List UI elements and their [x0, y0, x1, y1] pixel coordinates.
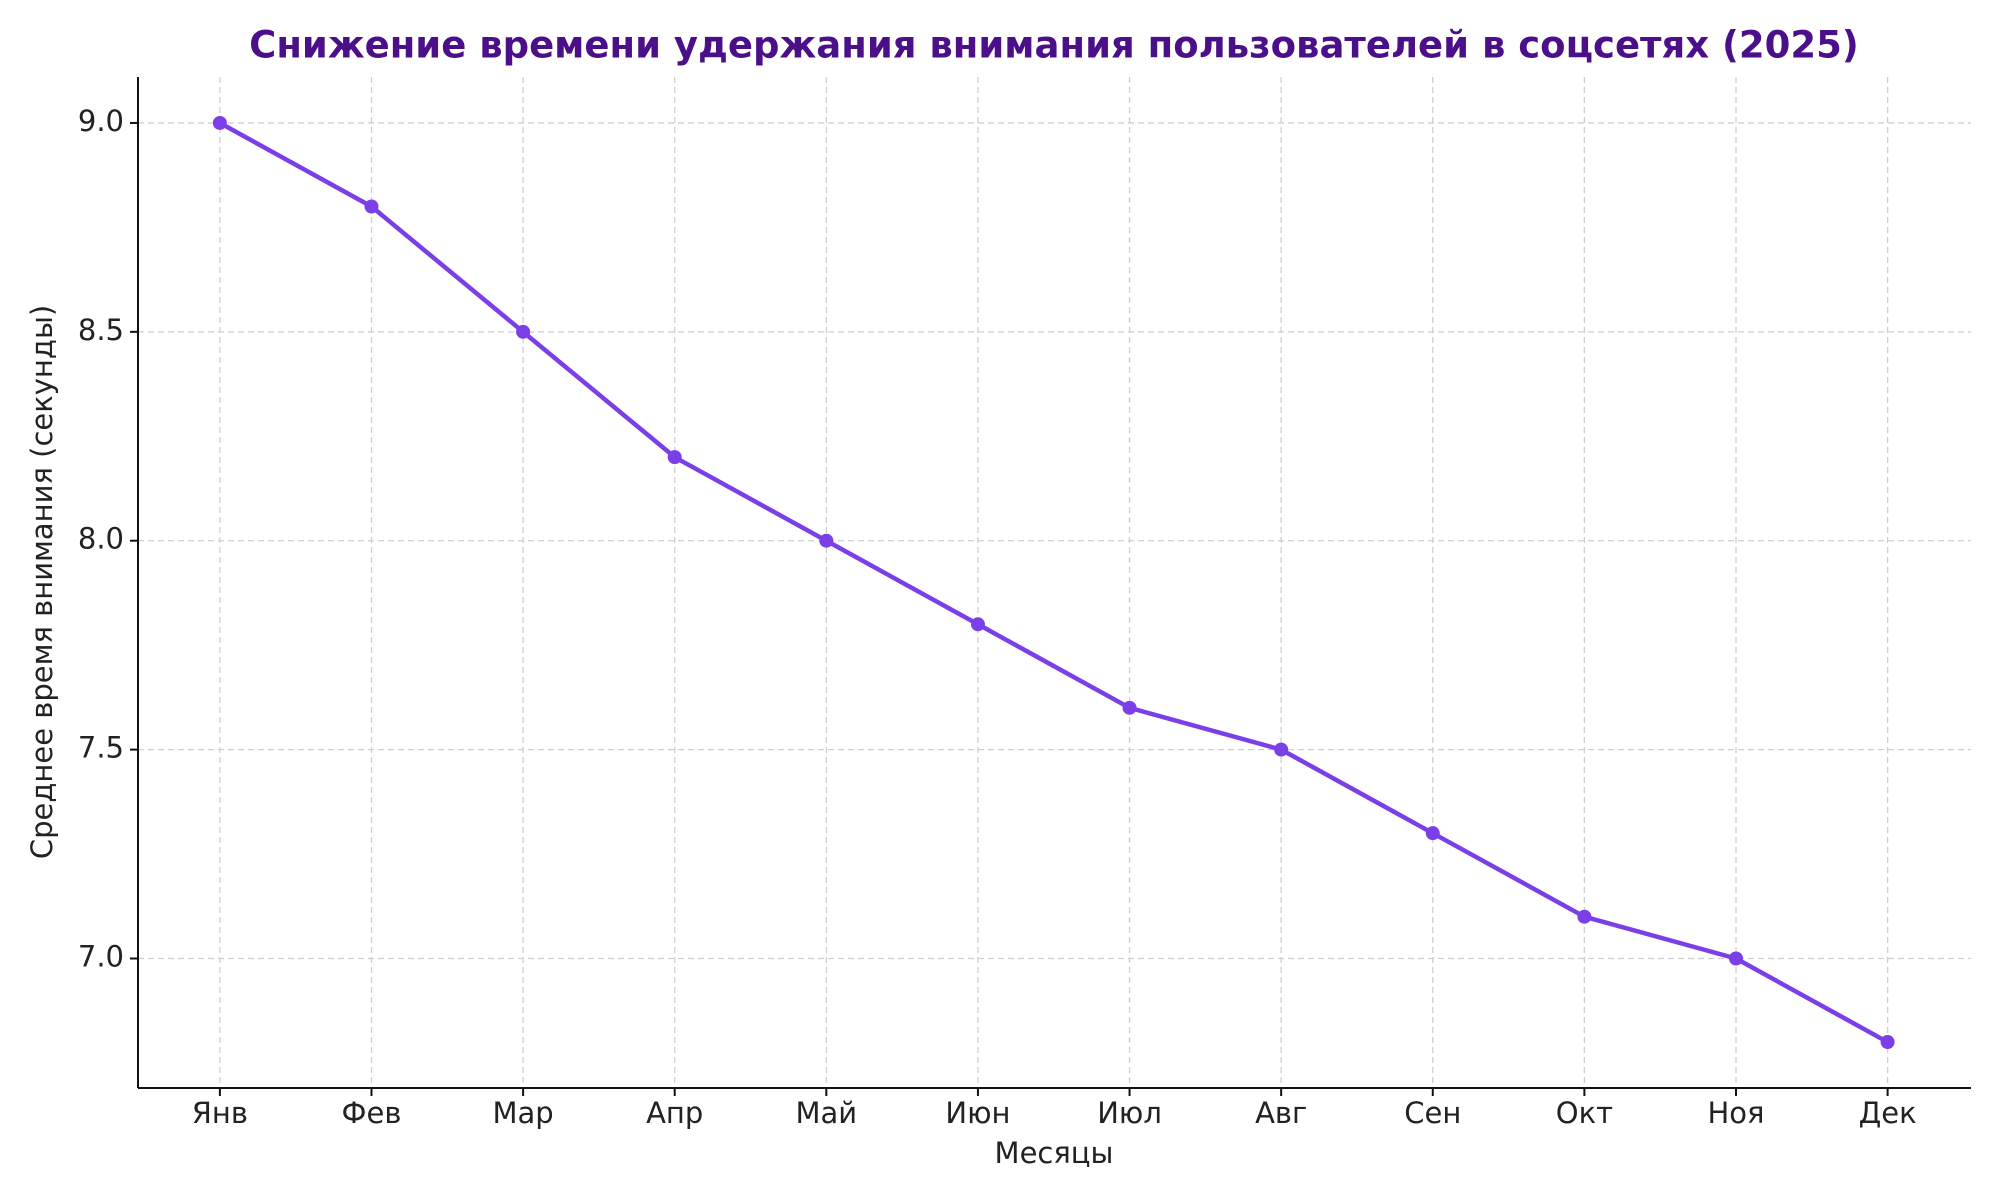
x-tick-label: Сен	[1404, 1096, 1461, 1130]
point	[970, 617, 985, 632]
point	[819, 533, 834, 548]
x-axis-label: Месяцы	[995, 1136, 1114, 1170]
point	[1577, 909, 1592, 924]
x-tick-label: Фев	[342, 1096, 402, 1130]
x-tick-label: Мар	[492, 1096, 553, 1130]
x-tick-label: Авг	[1255, 1096, 1307, 1130]
point	[364, 199, 379, 214]
x-tick-label: Янв	[192, 1096, 248, 1130]
y-axis-label: Среднее время внимания (секунды)	[25, 305, 59, 859]
line	[218, 120, 1889, 1045]
point	[1729, 951, 1743, 966]
point	[1274, 742, 1289, 757]
y-tick-label: 7.5	[78, 731, 124, 765]
point	[212, 115, 227, 130]
point	[1122, 700, 1137, 715]
x-tick-label: Июл	[1097, 1096, 1162, 1130]
point	[516, 324, 531, 339]
x-tick-label: Дек	[1859, 1096, 1917, 1130]
y-tick-label: 8.0	[78, 522, 124, 556]
point	[667, 450, 682, 465]
point	[1880, 1035, 1895, 1050]
point	[1425, 826, 1440, 841]
x-tick-label: Май	[796, 1096, 858, 1130]
x-tick-label: Окт	[1556, 1096, 1613, 1130]
y-tick-label: 9.0	[78, 104, 124, 138]
y-tick-label: 8.5	[78, 313, 124, 347]
x-tick-label: Апр	[646, 1096, 703, 1130]
x-tick-label: Ноя	[1708, 1096, 1765, 1130]
chart-title: Снижение времени удержания внимания поль…	[249, 24, 1859, 67]
y-tick-label: 7.0	[78, 939, 124, 973]
x-tick-label: Июн	[945, 1096, 1010, 1130]
